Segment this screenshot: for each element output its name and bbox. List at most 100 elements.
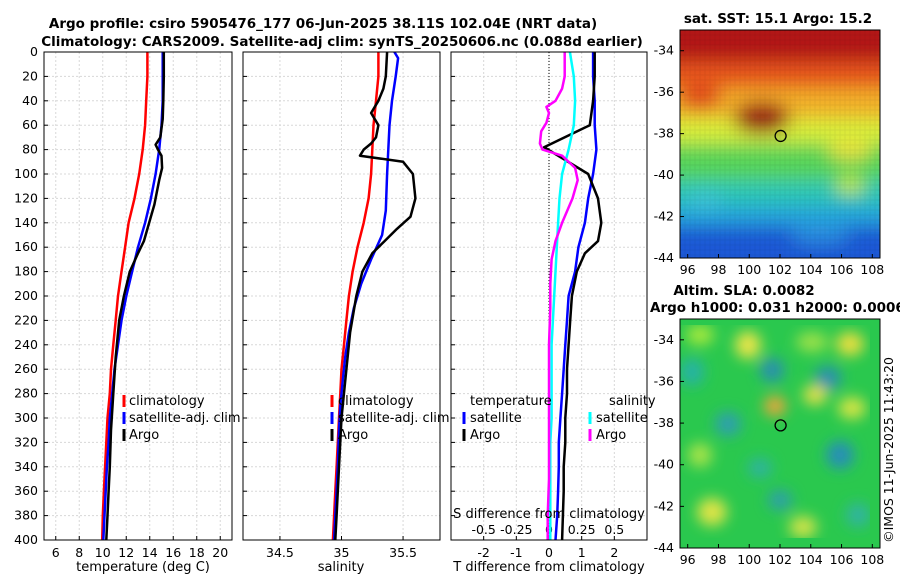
sla-map-field <box>680 319 880 548</box>
legend-s-satellite-label: satellite <box>596 411 648 426</box>
lon-tick-label: 100 <box>737 262 761 277</box>
plot-frame <box>450 51 648 541</box>
s-diff-tick-label: 0.25 <box>568 522 596 537</box>
depth-tick-label: 280 <box>14 386 38 401</box>
depth-tick-label: 340 <box>14 459 38 474</box>
legend-climatology-label: climatology <box>129 394 205 409</box>
lon-tick-label: 98 <box>711 552 727 567</box>
x-tick-label: 0 <box>545 545 553 560</box>
lon-tick-label: 106 <box>830 552 854 567</box>
depth-tick-label: 260 <box>14 361 38 376</box>
depth-tick-label: 0 <box>30 44 38 59</box>
plot-frame <box>43 51 233 541</box>
legend-argo-label: Argo <box>129 428 159 443</box>
legend-argo-label: Argo <box>338 428 368 443</box>
depth-tick-label: 160 <box>14 239 38 254</box>
depth-tick-label: 40 <box>22 93 38 108</box>
sst-map-title: sat. SST: 15.1 Argo: 15.2 <box>684 11 872 27</box>
depth-tick-labels: 0 20 40 60 80 100 120 140 160 180 200 220 240 260 280 3… <box>14 44 38 547</box>
s-diff-tick-label: 0.5 <box>604 522 624 537</box>
legend-salinity-title: salinity <box>609 394 656 409</box>
lat-tick-label: -38 <box>654 415 674 430</box>
argo-location-marker <box>774 129 787 143</box>
lat-tick-label: -42 <box>654 209 674 224</box>
series-satellite-adj-clim <box>332 51 400 541</box>
x-tick-label: 16 <box>165 545 181 560</box>
legend-satellite-label: satellite-adj. clim <box>129 411 241 426</box>
series-argo <box>105 52 166 541</box>
series-climatology <box>100 52 149 541</box>
legend-s-argo-label: Argo <box>596 428 626 443</box>
lat-tick-label: -34 <box>654 43 674 58</box>
lon-tick-label: 104 <box>799 262 823 277</box>
sst-map-field <box>680 30 880 258</box>
legend-t-argo-label: Argo <box>470 428 500 443</box>
legend-climatology-label: climatology <box>338 394 414 409</box>
temperature-legend: climatology satellite-adj. clim Argo <box>122 394 241 443</box>
sla-map-title-line1: Altim. SLA: 0.0082 <box>673 283 814 299</box>
series-salinity-argo <box>538 52 579 540</box>
depth-tick-label: 180 <box>14 264 38 279</box>
x-tick-label: 34.5 <box>266 545 294 560</box>
temperature-panel: 6 8 10 12 14 16 18 20 <box>43 51 233 560</box>
x-tick-label: 12 <box>118 545 134 560</box>
x-tick-label: 2 <box>610 545 618 560</box>
lon-tick-label: 100 <box>737 552 761 567</box>
depth-tick-label: 120 <box>14 190 38 205</box>
lat-tick-label: -44 <box>654 540 674 555</box>
legend-temperature-title: temperature <box>470 394 552 409</box>
depth-tick-label: 100 <box>14 166 38 181</box>
plot-frame <box>242 51 441 541</box>
series-temperature-satellite <box>554 52 598 541</box>
x-tick-label: 8 <box>75 545 83 560</box>
s-diff-tick-label: -0.25 <box>500 522 532 537</box>
lon-tick-label: 98 <box>711 262 727 277</box>
salinity-axis-label: salinity <box>318 560 365 575</box>
lon-tick-label: 104 <box>799 552 823 567</box>
t-difference-axis-label: T difference from climatology <box>452 560 645 575</box>
sst-map-axes: 96 98 100 102 104 106 108 -34 -36 -38 -40 -42 -44 <box>654 43 885 277</box>
depth-tick-label: 220 <box>14 312 38 327</box>
salinity-legend: climatology satellite-adj. clim Argo <box>330 394 450 443</box>
temperature-axis-label: temperature (deg C) <box>76 560 210 575</box>
figure-title-line2: Climatology: CARS2009. Satellite-adj cli… <box>41 34 643 50</box>
lat-tick-label: -44 <box>654 250 674 265</box>
x-tick-label: 18 <box>189 545 205 560</box>
x-tick-label: 10 <box>95 545 111 560</box>
lat-tick-label: -40 <box>654 167 674 182</box>
x-tick-label: -2 <box>477 545 489 560</box>
lat-tick-label: -34 <box>654 332 674 347</box>
s-diff-tick-label: -0.5 <box>471 522 495 537</box>
series-temperature-argo <box>542 52 603 541</box>
argo-location-marker <box>774 419 787 432</box>
salinity-panel: 34.5 35 35.5 <box>242 51 441 560</box>
lat-tick-label: -38 <box>654 126 674 141</box>
depth-tick-label: 60 <box>22 117 38 132</box>
depth-tick-label: 400 <box>14 532 38 547</box>
lat-tick-label: -36 <box>654 373 674 388</box>
x-tick-label: 1 <box>578 545 586 560</box>
difference-legend: temperature satellite Argo salinity sate… <box>462 394 656 443</box>
lon-tick-label: 108 <box>860 262 884 277</box>
imos-timestamp: ©IMOS 11-Jun-2025 11:43:20 <box>881 357 896 543</box>
x-tick-label: 20 <box>212 545 228 560</box>
x-tick-label: 14 <box>142 545 158 560</box>
lon-tick-label: 108 <box>860 552 884 567</box>
depth-tick-label: 320 <box>14 434 38 449</box>
series-argo <box>334 51 417 541</box>
lon-tick-label: 96 <box>680 552 696 567</box>
depth-tick-label: 80 <box>22 142 38 157</box>
x-tick-label: 35.5 <box>389 545 417 560</box>
legend-satellite-label: satellite-adj. clim <box>338 411 450 426</box>
lon-tick-label: 102 <box>768 262 792 277</box>
x-tick-label: -1 <box>510 545 522 560</box>
depth-tick-label: 140 <box>14 215 38 230</box>
x-tick-label: 35 <box>334 545 350 560</box>
depth-tick-label: 20 <box>22 68 38 83</box>
lat-tick-label: -36 <box>654 84 674 99</box>
legend-t-satellite-label: satellite <box>470 411 522 426</box>
s-difference-axis-label: S difference from climatology <box>453 507 645 522</box>
lat-tick-label: -40 <box>654 457 674 472</box>
